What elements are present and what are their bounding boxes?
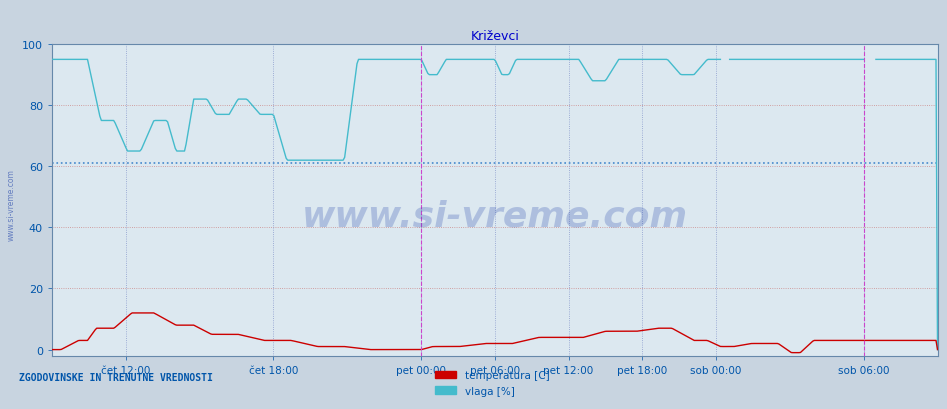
Text: www.si-vreme.com: www.si-vreme.com: [7, 169, 16, 240]
Title: Križevci: Križevci: [471, 29, 519, 43]
Text: ZGODOVINSKE IN TRENUTNE VREDNOSTI: ZGODOVINSKE IN TRENUTNE VREDNOSTI: [19, 372, 213, 382]
Text: www.si-vreme.com: www.si-vreme.com: [302, 199, 688, 233]
Legend: temperatura [C], vlaga [%]: temperatura [C], vlaga [%]: [431, 366, 554, 400]
